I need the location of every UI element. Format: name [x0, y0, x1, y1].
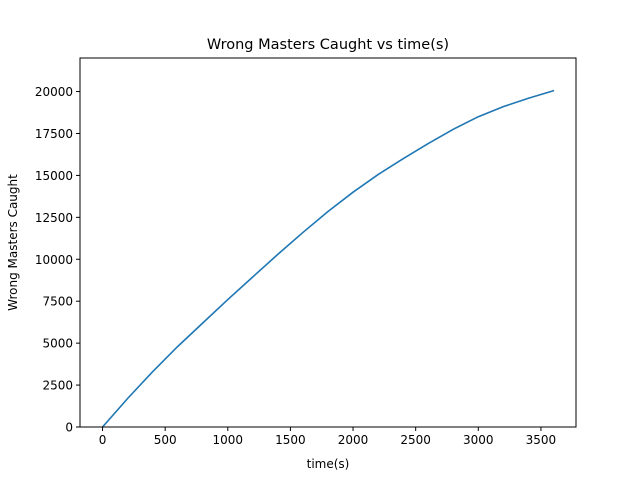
plot-frame: [79, 57, 577, 428]
y-tick-label: 2500: [42, 379, 73, 393]
y-tick-label: 0: [65, 421, 73, 435]
y-tick-label: 10000: [35, 253, 73, 267]
x-tick-label: 3000: [463, 433, 494, 447]
y-tick-label: 7500: [42, 295, 73, 309]
plot-area: [101, 89, 555, 428]
y-tick-label: 17500: [35, 127, 73, 141]
chart-title: Wrong Masters Caught vs time(s): [207, 37, 449, 53]
x-tick-label: 0: [99, 433, 107, 447]
x-tick-label: 500: [154, 433, 177, 447]
x-tick-label: 2000: [338, 433, 369, 447]
series-line-0: [101, 89, 555, 428]
x-axis-ticks: 0 500 1000 1500 2000 2500 3000 3500: [99, 427, 556, 447]
y-tick-label: 12500: [35, 211, 73, 225]
x-tick-label: 1000: [213, 433, 244, 447]
x-tick-label: 2500: [400, 433, 431, 447]
y-tick-label: 20000: [35, 85, 73, 99]
y-axis-label: Wrong Masters Caught: [6, 174, 20, 311]
y-axis-ticks: 0 2500 5000 7500 10000 12500 15000 17500 20000: [35, 85, 80, 435]
x-axis-label: time(s): [307, 457, 350, 471]
y-tick-label: 5000: [42, 337, 73, 351]
x-tick-label: 3500: [526, 433, 557, 447]
x-tick-label: 1500: [275, 433, 306, 447]
y-tick-label: 15000: [35, 169, 73, 183]
